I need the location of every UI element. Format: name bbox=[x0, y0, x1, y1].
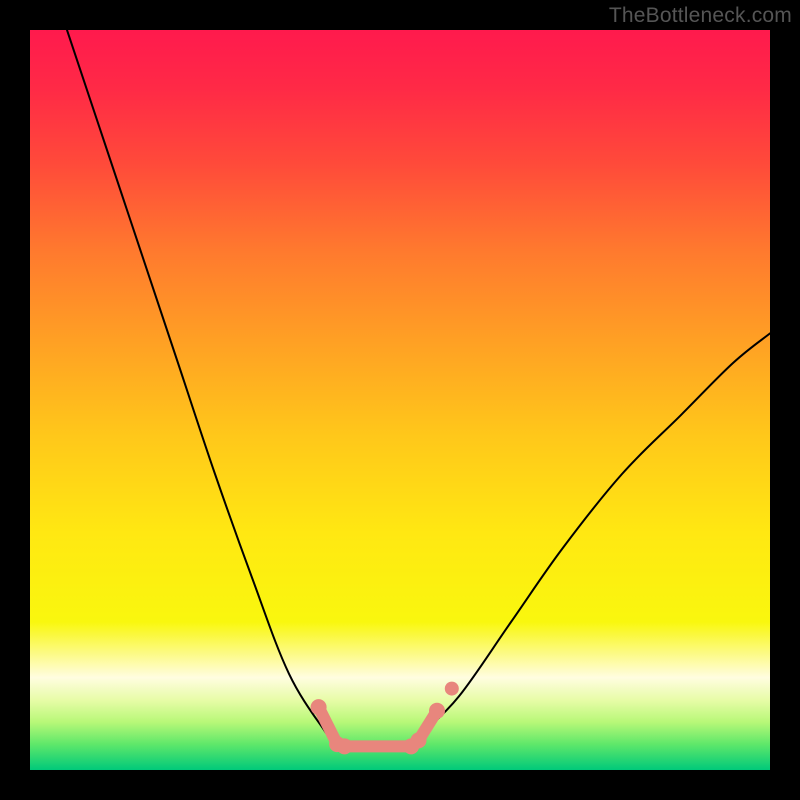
chart-outer: TheBottleneck.com bbox=[0, 0, 800, 800]
plot-area bbox=[30, 30, 770, 770]
marker-dot bbox=[445, 682, 459, 696]
gradient-background bbox=[30, 30, 770, 770]
watermark-text: TheBottleneck.com bbox=[609, 4, 792, 28]
marker-middle-segment bbox=[337, 738, 420, 754]
plot-svg bbox=[30, 30, 770, 770]
